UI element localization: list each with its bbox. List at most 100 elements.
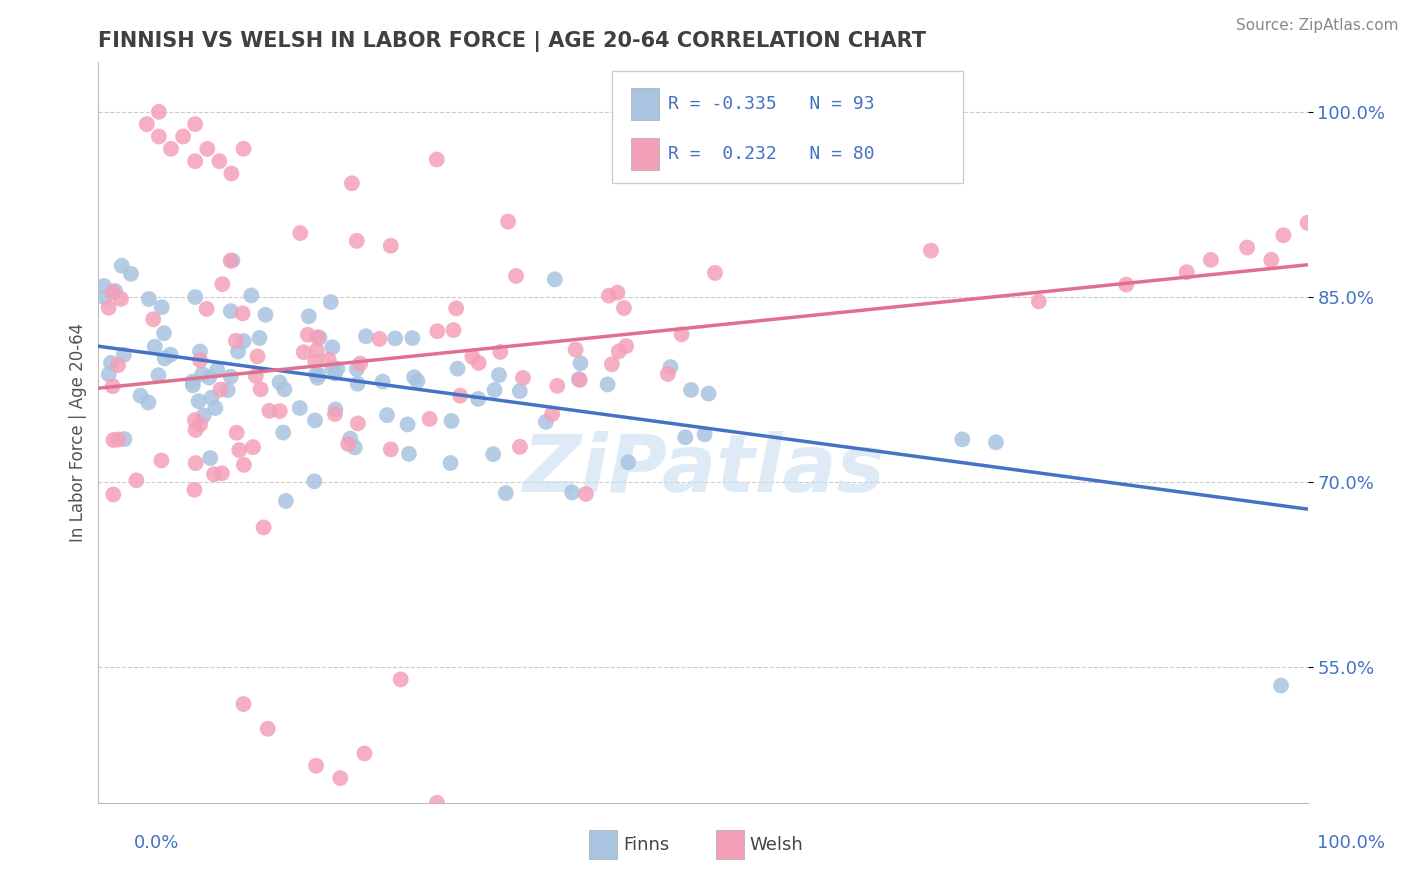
Point bbox=[274, 494, 297, 508]
Point bbox=[384, 331, 406, 345]
Point bbox=[561, 485, 583, 500]
Point bbox=[198, 370, 221, 384]
Point bbox=[225, 425, 247, 440]
Point bbox=[305, 758, 328, 772]
Point bbox=[242, 440, 264, 454]
Point bbox=[249, 331, 271, 345]
Point bbox=[426, 796, 449, 810]
Point bbox=[371, 375, 394, 389]
Point bbox=[226, 344, 249, 359]
Point bbox=[304, 475, 326, 489]
Point bbox=[467, 392, 489, 406]
Point bbox=[273, 382, 295, 396]
Point bbox=[184, 154, 207, 169]
Point bbox=[340, 176, 363, 190]
Point bbox=[950, 433, 973, 447]
Point bbox=[614, 339, 637, 353]
Point bbox=[193, 409, 215, 423]
Point bbox=[326, 361, 349, 376]
Point bbox=[228, 443, 250, 458]
Point bbox=[346, 376, 368, 391]
Point bbox=[1236, 240, 1258, 255]
Y-axis label: In Labor Force | Age 20-64: In Labor Force | Age 20-64 bbox=[69, 323, 87, 542]
Point bbox=[509, 440, 531, 454]
Point bbox=[288, 401, 311, 415]
Point bbox=[304, 354, 326, 368]
Point bbox=[219, 253, 242, 268]
Point bbox=[219, 369, 242, 384]
Point bbox=[120, 267, 142, 281]
Point bbox=[546, 378, 568, 392]
Point bbox=[346, 417, 368, 431]
Text: Welsh: Welsh bbox=[749, 836, 803, 854]
Point bbox=[160, 142, 183, 156]
Point bbox=[103, 433, 125, 447]
Point bbox=[148, 129, 170, 144]
Point bbox=[380, 442, 402, 457]
Point bbox=[1115, 277, 1137, 292]
Point bbox=[1175, 265, 1198, 279]
Text: 100.0%: 100.0% bbox=[1317, 834, 1385, 852]
Point bbox=[1270, 679, 1292, 693]
Point bbox=[112, 348, 135, 362]
Point bbox=[104, 284, 127, 298]
Point bbox=[380, 238, 402, 252]
Point bbox=[444, 301, 467, 316]
Point bbox=[188, 344, 211, 359]
Point bbox=[440, 414, 463, 428]
Point bbox=[613, 301, 636, 315]
Point bbox=[142, 312, 165, 326]
Point bbox=[600, 357, 623, 371]
Point bbox=[211, 467, 233, 481]
Point bbox=[484, 383, 506, 397]
Point bbox=[304, 413, 326, 427]
Point bbox=[269, 404, 291, 418]
Point bbox=[298, 310, 321, 324]
Point bbox=[439, 456, 461, 470]
Point bbox=[269, 376, 291, 390]
Point bbox=[596, 377, 619, 392]
Point bbox=[575, 487, 598, 501]
Point bbox=[396, 417, 419, 432]
Point bbox=[292, 345, 315, 359]
Point bbox=[697, 386, 720, 401]
Point bbox=[97, 368, 120, 382]
Point bbox=[221, 167, 243, 181]
Point bbox=[488, 368, 510, 382]
Point bbox=[534, 415, 557, 429]
Point bbox=[693, 427, 716, 442]
Point bbox=[375, 408, 398, 422]
Point bbox=[138, 292, 160, 306]
Point bbox=[349, 357, 371, 371]
Point bbox=[103, 487, 125, 501]
Point bbox=[496, 215, 519, 229]
Point bbox=[323, 407, 346, 421]
Point bbox=[337, 437, 360, 451]
Point bbox=[319, 295, 342, 310]
Point bbox=[568, 372, 591, 386]
Text: Source: ZipAtlas.com: Source: ZipAtlas.com bbox=[1236, 18, 1399, 33]
Point bbox=[209, 383, 232, 397]
Point bbox=[181, 375, 204, 389]
Point bbox=[307, 370, 329, 384]
Point bbox=[125, 474, 148, 488]
Point bbox=[671, 327, 693, 342]
Point bbox=[183, 483, 205, 497]
Point bbox=[406, 374, 429, 388]
Point bbox=[426, 324, 449, 338]
Point bbox=[343, 441, 366, 455]
Point bbox=[673, 430, 696, 444]
Point bbox=[305, 368, 328, 382]
Point bbox=[482, 447, 505, 461]
Point bbox=[321, 361, 343, 376]
Point bbox=[232, 458, 254, 472]
Point bbox=[617, 455, 640, 469]
Point bbox=[191, 367, 214, 381]
Point bbox=[184, 117, 207, 131]
Point bbox=[704, 266, 727, 280]
Point bbox=[112, 432, 135, 446]
Point bbox=[110, 292, 132, 306]
Point bbox=[246, 350, 269, 364]
Point bbox=[489, 345, 512, 359]
Point bbox=[187, 394, 209, 409]
